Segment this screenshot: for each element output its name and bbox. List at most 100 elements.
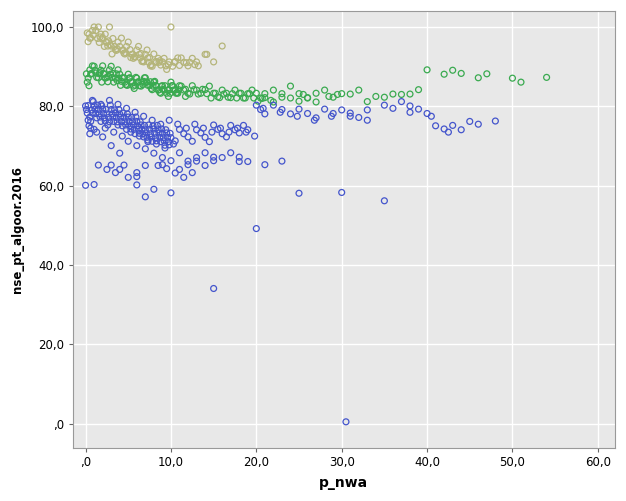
- Point: [200, 133, 210, 141]
- Point: [123, 38, 133, 46]
- Point: [86, 106, 96, 114]
- Point: [140, 74, 150, 82]
- Point: [123, 81, 133, 89]
- Point: [133, 43, 143, 51]
- Point: [100, 30, 110, 38]
- Point: [114, 106, 124, 114]
- Point: [269, 86, 279, 94]
- Point: [130, 53, 140, 61]
- Point: [176, 82, 186, 90]
- Point: [193, 62, 203, 70]
- Point: [302, 110, 312, 118]
- Point: [298, 91, 308, 99]
- Point: [110, 109, 120, 117]
- Point: [176, 54, 186, 62]
- Point: [138, 112, 148, 120]
- Point: [196, 89, 206, 97]
- Point: [81, 102, 91, 110]
- Point: [222, 89, 232, 97]
- Point: [105, 101, 115, 109]
- Point: [183, 133, 193, 141]
- Point: [135, 129, 145, 137]
- Point: [116, 34, 126, 42]
- Point: [187, 54, 197, 62]
- Point: [185, 58, 195, 66]
- Point: [250, 132, 260, 140]
- Point: [173, 89, 183, 97]
- Point: [115, 149, 125, 157]
- Point: [95, 33, 105, 41]
- Point: [132, 46, 142, 54]
- Point: [154, 58, 164, 66]
- Point: [91, 114, 101, 122]
- Point: [226, 121, 236, 129]
- Point: [88, 31, 98, 39]
- Point: [388, 90, 398, 98]
- Point: [85, 130, 95, 138]
- Point: [156, 120, 166, 128]
- Point: [107, 73, 117, 81]
- Point: [86, 34, 96, 42]
- Point: [208, 58, 218, 66]
- Point: [179, 173, 189, 181]
- Point: [135, 118, 145, 126]
- Point: [96, 30, 106, 38]
- Point: [98, 70, 108, 78]
- Point: [151, 82, 162, 90]
- Point: [85, 34, 95, 42]
- Point: [183, 62, 193, 70]
- Point: [88, 62, 98, 70]
- Y-axis label: nse_pt_algoor.2016: nse_pt_algoor.2016: [11, 166, 24, 293]
- Point: [189, 86, 199, 94]
- Point: [89, 180, 99, 188]
- Point: [113, 100, 123, 108]
- Point: [128, 121, 138, 129]
- Point: [232, 94, 242, 102]
- Point: [285, 94, 295, 102]
- Point: [91, 73, 101, 81]
- Point: [153, 54, 163, 62]
- Point: [136, 50, 146, 58]
- Point: [239, 94, 249, 102]
- Point: [170, 58, 180, 66]
- Point: [164, 116, 174, 124]
- Point: [117, 132, 127, 140]
- Point: [159, 54, 169, 62]
- Point: [151, 58, 161, 66]
- Point: [93, 161, 103, 169]
- Point: [86, 124, 96, 132]
- Point: [167, 82, 177, 90]
- Point: [160, 141, 170, 149]
- Point: [168, 140, 178, 148]
- Point: [192, 126, 202, 134]
- Point: [213, 125, 223, 133]
- Point: [140, 74, 150, 82]
- Point: [379, 101, 389, 109]
- Point: [149, 149, 159, 157]
- Point: [129, 85, 139, 93]
- Point: [164, 86, 174, 94]
- Point: [155, 89, 165, 97]
- Point: [162, 89, 172, 97]
- Point: [130, 108, 140, 116]
- Point: [100, 114, 110, 122]
- Point: [132, 117, 142, 125]
- Point: [208, 153, 218, 161]
- Point: [115, 110, 125, 118]
- Point: [105, 41, 115, 49]
- Point: [137, 58, 147, 66]
- Point: [100, 124, 110, 132]
- Point: [258, 104, 268, 112]
- Point: [302, 94, 312, 102]
- Point: [168, 62, 178, 70]
- Point: [156, 89, 166, 97]
- Point: [144, 121, 154, 129]
- Point: [95, 39, 105, 47]
- Point: [192, 157, 202, 165]
- Point: [260, 90, 270, 98]
- Point: [170, 58, 180, 66]
- Point: [91, 110, 101, 118]
- Point: [202, 90, 212, 98]
- Point: [162, 66, 172, 74]
- Point: [109, 117, 119, 125]
